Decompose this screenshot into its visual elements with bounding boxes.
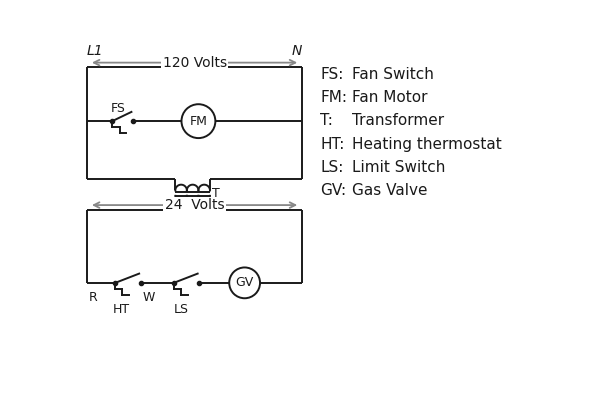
Text: R: R [89,290,98,304]
Text: N: N [292,44,302,58]
Text: T:: T: [320,114,333,128]
Text: Transformer: Transformer [352,114,444,128]
Text: HT:: HT: [320,136,345,152]
Text: GV: GV [235,276,254,289]
Text: LS:: LS: [320,160,343,175]
Text: T: T [212,188,220,200]
Text: FM:: FM: [320,90,347,105]
Text: Fan Switch: Fan Switch [352,67,434,82]
Text: 24  Volts: 24 Volts [165,198,224,212]
Text: Gas Valve: Gas Valve [352,183,428,198]
Text: GV:: GV: [320,183,346,198]
Text: LS: LS [174,303,189,316]
Text: Heating thermostat: Heating thermostat [352,136,502,152]
Text: W: W [142,290,155,304]
Text: 120 Volts: 120 Volts [162,56,227,70]
Text: L1: L1 [87,44,103,58]
Text: Fan Motor: Fan Motor [352,90,428,105]
Text: Limit Switch: Limit Switch [352,160,446,175]
Text: FS: FS [111,102,126,115]
Text: HT: HT [113,303,130,316]
Text: FS:: FS: [320,67,343,82]
Text: FM: FM [189,115,207,128]
